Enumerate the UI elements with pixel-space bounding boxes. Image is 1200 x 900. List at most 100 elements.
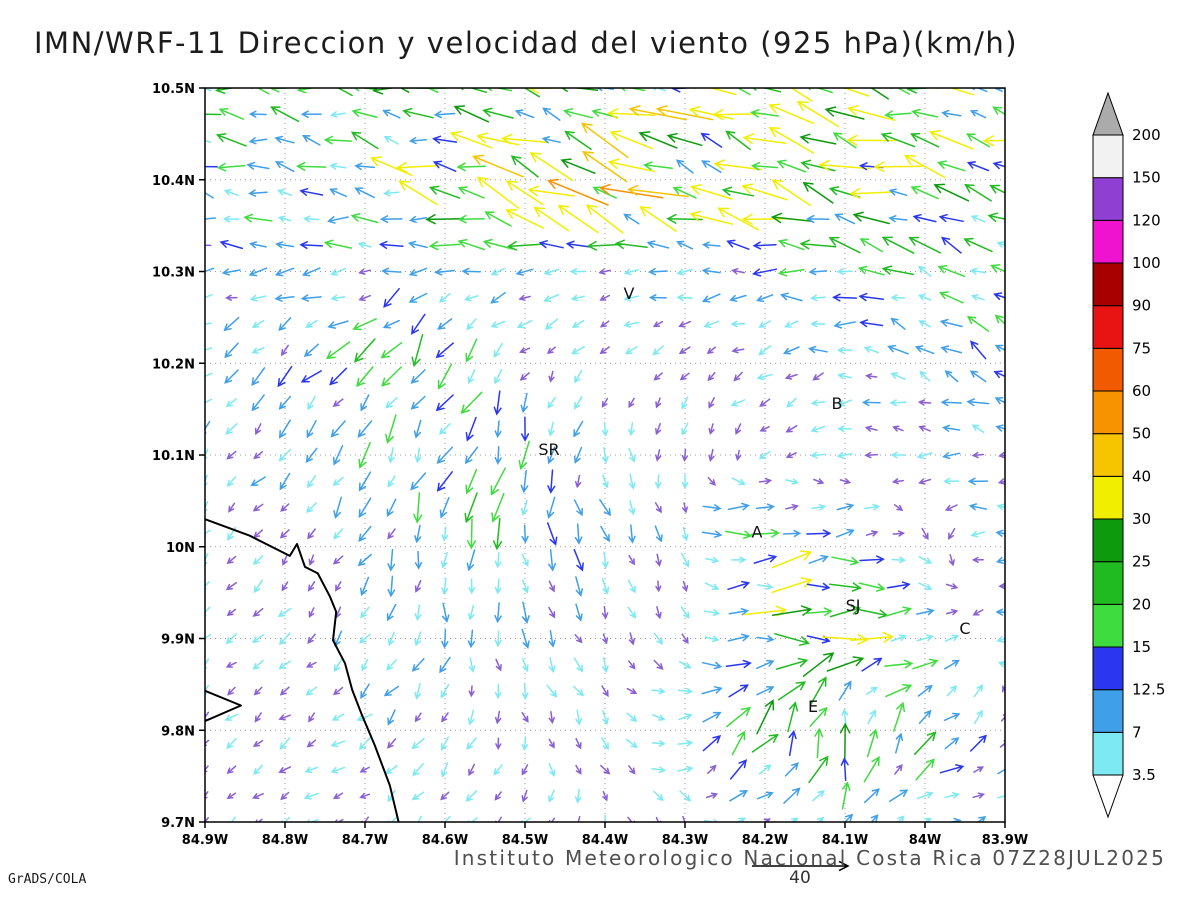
wind-arrow	[358, 441, 371, 469]
wind-arrow	[466, 518, 477, 550]
wind-arrow	[575, 576, 584, 597]
wind-arrow	[573, 657, 583, 673]
colorbar-label: 120	[1132, 211, 1161, 229]
wind-arrow	[205, 711, 210, 722]
wind-arrow	[890, 634, 908, 642]
wind-arrow	[408, 292, 428, 303]
wind-arrow	[758, 320, 772, 328]
wind-arrow	[827, 88, 870, 97]
wind-arrow	[223, 316, 240, 332]
wind-arrow	[494, 368, 503, 385]
wind-arrow	[969, 370, 987, 383]
wind-arrow	[947, 817, 962, 822]
wind-arrow	[225, 582, 238, 591]
station-label: SR	[538, 440, 559, 459]
wind-arrow	[912, 213, 937, 223]
wind-arrow	[408, 137, 427, 145]
wind-arrow	[945, 608, 959, 616]
wind-arrow	[893, 701, 906, 732]
wind-arrow	[763, 818, 771, 822]
wind-arrow	[223, 188, 239, 197]
wind-arrow	[564, 130, 592, 151]
wind-arrow	[750, 108, 780, 118]
wind-arrow	[546, 496, 556, 519]
wind-arrow	[758, 477, 773, 485]
wind-arrow	[250, 476, 266, 487]
wind-arrow	[515, 268, 534, 276]
wind-arrow	[357, 241, 372, 249]
colorbar-label: 60	[1132, 382, 1151, 400]
wind-arrow	[768, 103, 815, 125]
wind-arrow	[414, 524, 422, 544]
colorbar-segment	[1092, 561, 1124, 605]
wind-arrow	[758, 450, 771, 460]
wind-arrow	[557, 204, 599, 234]
wind-arrow	[725, 530, 753, 539]
wind-arrow	[839, 478, 852, 485]
wind-arrow	[727, 502, 750, 511]
wind-arrow	[332, 686, 344, 696]
wind-arrow	[543, 293, 560, 302]
wind-arrow	[360, 683, 370, 699]
wind-arrow	[828, 236, 861, 254]
wind-arrow	[226, 555, 237, 565]
wind-arrow	[332, 445, 344, 466]
wind-arrow	[863, 756, 880, 783]
wind-arrow	[731, 347, 745, 354]
colorbar-label: 40	[1132, 467, 1151, 485]
wind-arrow	[966, 398, 990, 407]
wind-arrow	[308, 607, 315, 619]
wind-arrow	[466, 318, 477, 331]
wind-arrow	[653, 632, 664, 645]
wind-arrow	[768, 126, 815, 154]
wind-arrow	[776, 159, 807, 173]
x-tick-label: 84.3W	[662, 833, 708, 848]
wind-arrow	[495, 737, 502, 751]
wind-arrow	[968, 503, 987, 511]
wind-arrow	[654, 474, 662, 490]
wind-arrow	[702, 735, 722, 752]
wind-arrow	[790, 88, 813, 102]
wind-arrow	[963, 237, 993, 253]
wind-arrow	[785, 452, 797, 459]
wind-arrow	[599, 183, 664, 199]
wind-arrow	[730, 88, 751, 96]
colorbar-arrow-top	[1092, 91, 1124, 136]
wind-arrow	[676, 294, 693, 302]
wind-arrow	[414, 712, 422, 723]
wind-arrow	[850, 631, 894, 643]
wind-arrow	[655, 816, 662, 822]
wind-arrow	[378, 240, 404, 249]
wind-arrow	[301, 267, 321, 277]
wind-arrow	[205, 191, 214, 199]
wind-arrow	[852, 211, 890, 225]
wind-arrow	[307, 395, 316, 411]
wind-arrow	[785, 503, 799, 511]
wind-arrow	[679, 790, 692, 802]
wind-arrow	[278, 317, 292, 332]
wind-arrow	[548, 789, 555, 803]
wind-arrow	[681, 502, 689, 514]
wind-arrow	[225, 661, 237, 668]
wind-arrow	[490, 291, 506, 304]
wind-arrow	[971, 88, 988, 93]
wind-arrow	[278, 714, 291, 721]
wind-arrow	[225, 294, 238, 301]
wind-arrow	[966, 315, 990, 332]
wind-arrow	[812, 372, 824, 381]
wind-arrow	[487, 88, 513, 92]
wind-arrow	[224, 713, 239, 721]
wind-arrow	[465, 416, 477, 442]
wind-arrow	[701, 241, 721, 249]
x-tick-label: 84.9W	[182, 833, 228, 848]
wind-arrow	[387, 709, 396, 726]
wind-arrow	[414, 682, 422, 700]
wind-arrow	[628, 660, 636, 670]
wind-arrow	[520, 469, 529, 494]
wind-arrow	[440, 791, 450, 801]
wind-arrow	[728, 684, 749, 698]
wind-arrow	[467, 629, 476, 649]
wind-arrow	[782, 346, 800, 355]
wind-arrow	[601, 447, 609, 464]
wind-arrow	[726, 706, 752, 728]
